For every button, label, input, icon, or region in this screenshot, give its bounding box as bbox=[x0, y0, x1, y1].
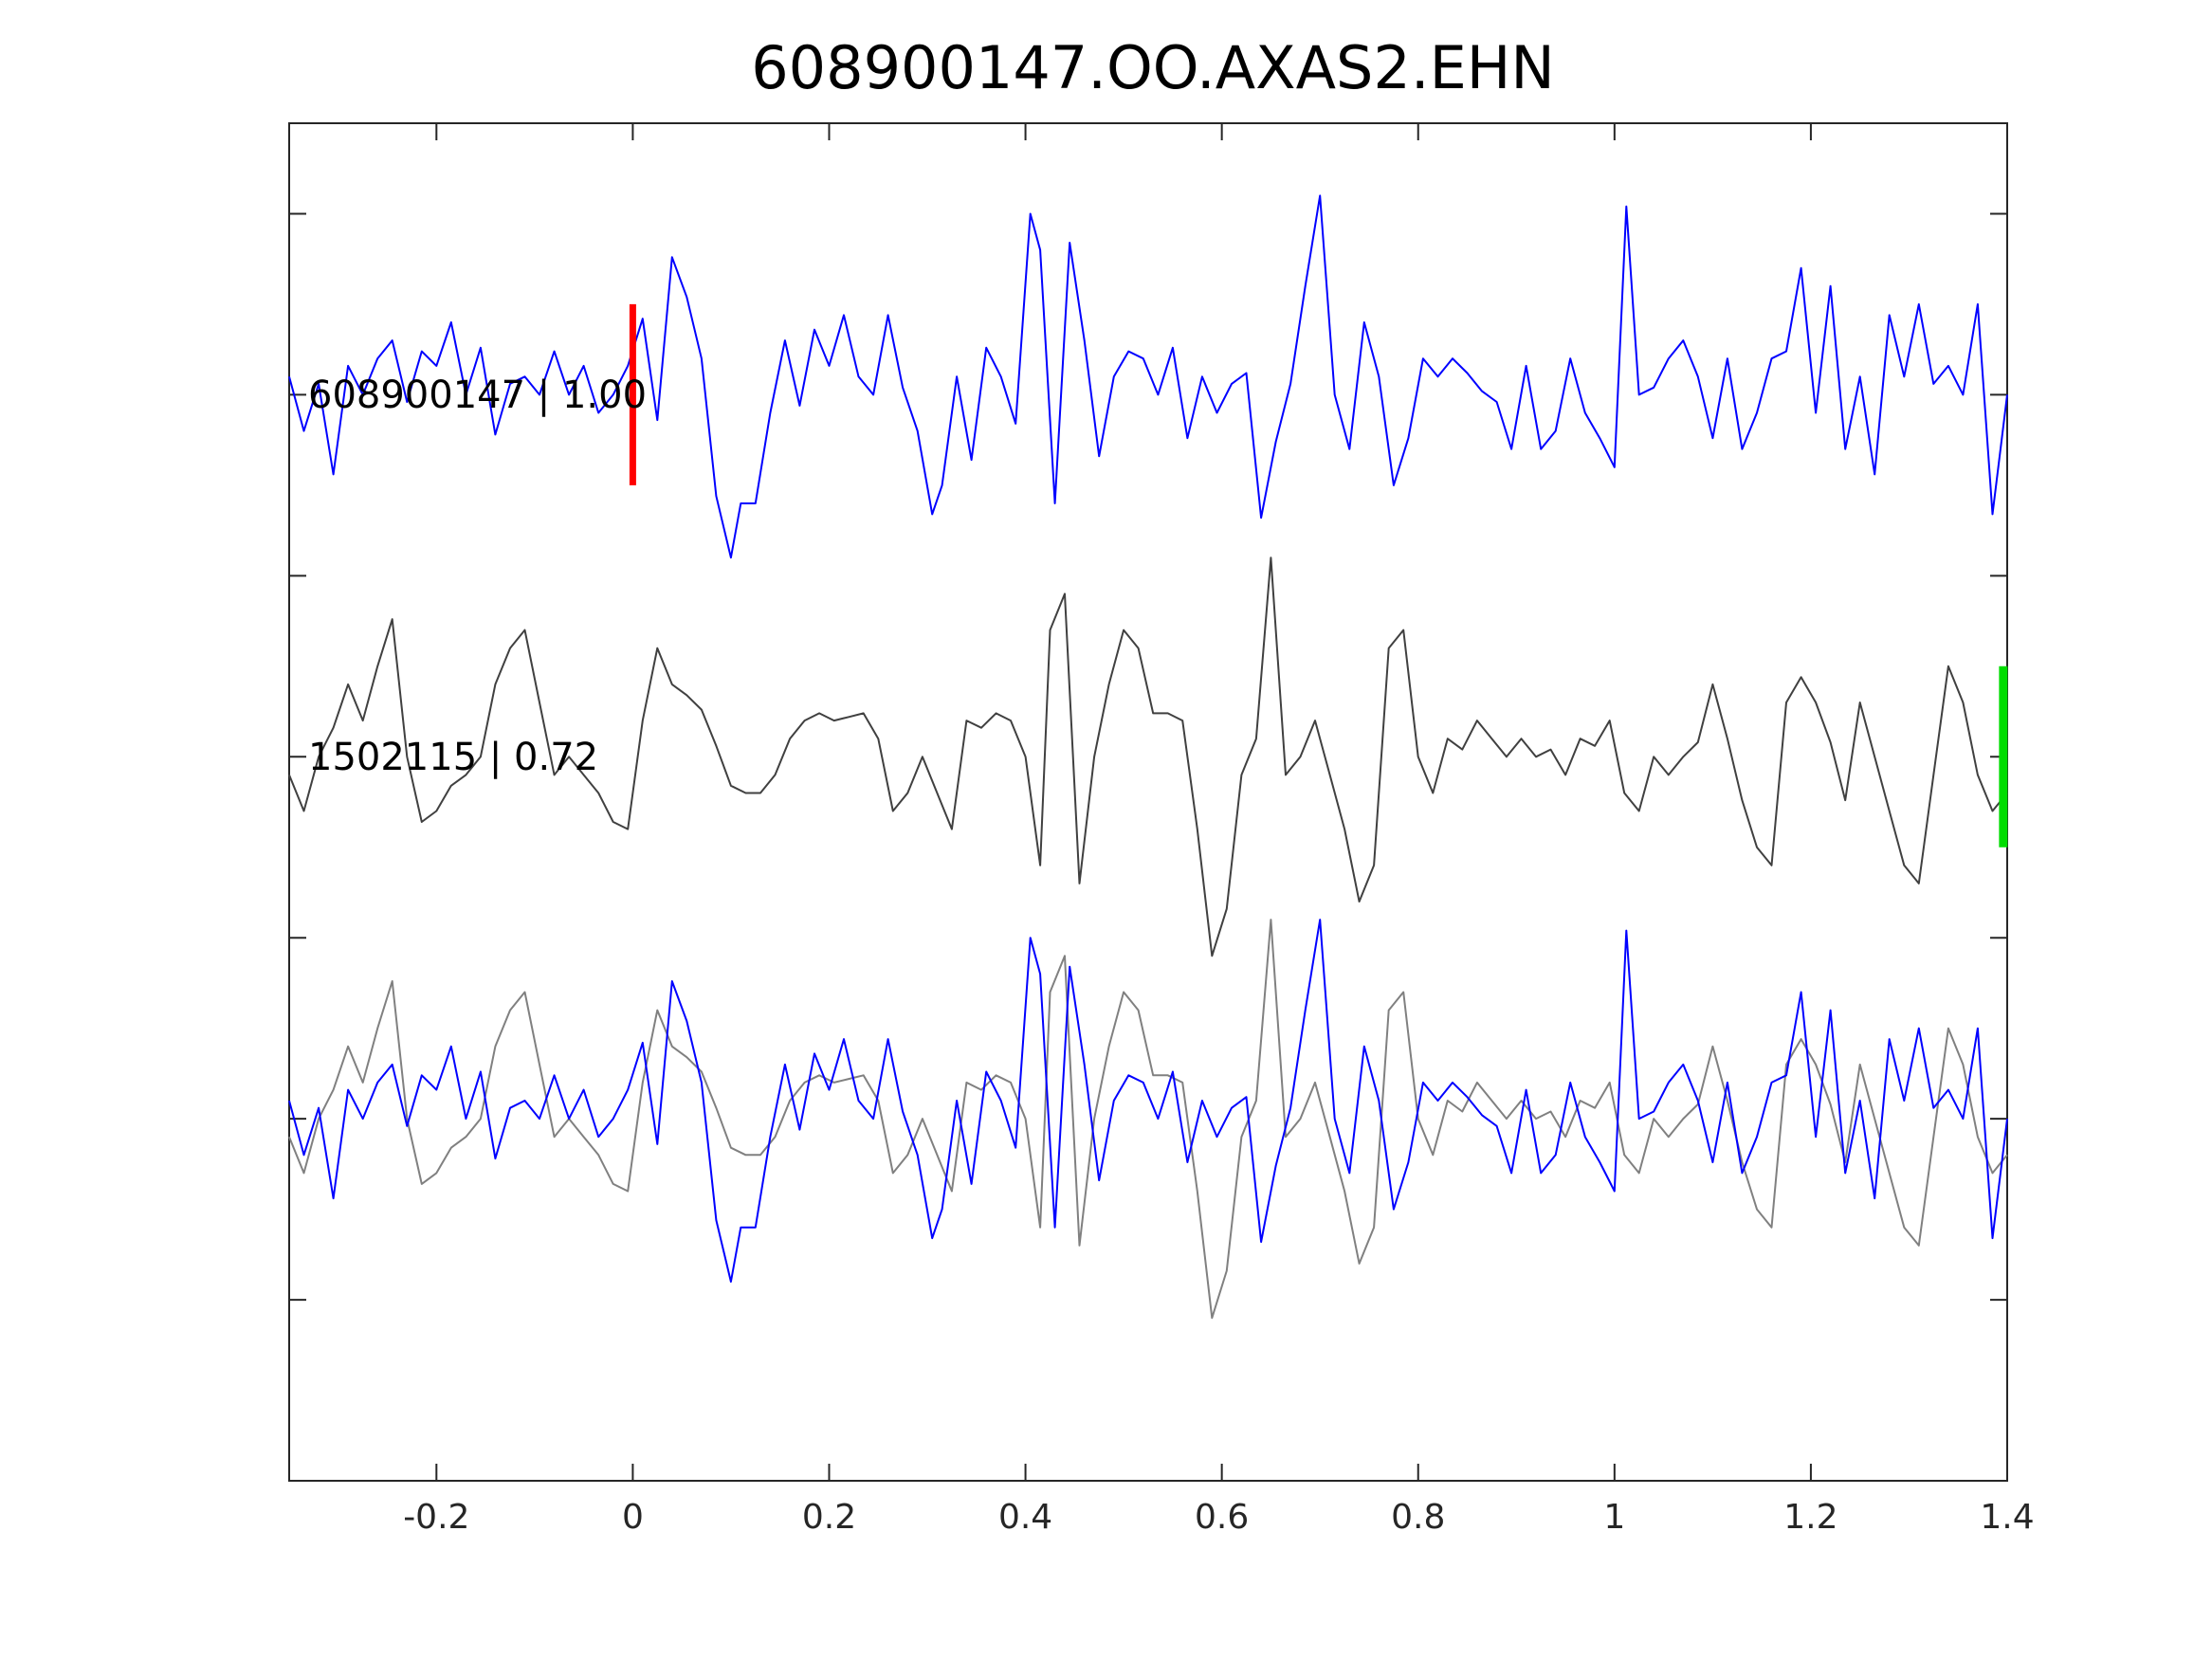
x-tick-label-1: 0 bbox=[622, 1498, 644, 1537]
x-tick-label-8: 1.4 bbox=[1980, 1498, 2034, 1537]
x-tick-label-6: 1 bbox=[1603, 1498, 1625, 1537]
x-tick-label-2: 0.2 bbox=[802, 1498, 856, 1537]
x-tick-label-5: 0.8 bbox=[1391, 1498, 1445, 1537]
trace-overlay-reference bbox=[288, 919, 2008, 1320]
x-tick-label-7: 1.2 bbox=[1783, 1498, 1837, 1537]
markers bbox=[629, 303, 2008, 848]
chart-title: 608900147.OO.AXAS2.EHN bbox=[751, 33, 1555, 102]
trace-overlay-primary bbox=[288, 919, 2008, 1283]
trace-label-primary: 608900147 | 1.00 bbox=[308, 374, 647, 417]
x-tick-labels: -0.2 0 0.2 0.4 0.6 0.8 1 1.2 1.4 bbox=[403, 1498, 2034, 1537]
plot-frame bbox=[288, 122, 2008, 1482]
trace-primary bbox=[288, 194, 2008, 559]
x-tick-label-4: 0.6 bbox=[1195, 1498, 1249, 1537]
traces bbox=[288, 194, 2008, 1320]
trace-label-reference: 1502115 | 0.72 bbox=[308, 736, 598, 779]
x-tick-label-3: 0.4 bbox=[998, 1498, 1052, 1537]
trace-reference bbox=[288, 556, 2008, 957]
axis-ticks bbox=[289, 123, 2008, 1481]
x-tick-label-0: -0.2 bbox=[403, 1498, 469, 1537]
